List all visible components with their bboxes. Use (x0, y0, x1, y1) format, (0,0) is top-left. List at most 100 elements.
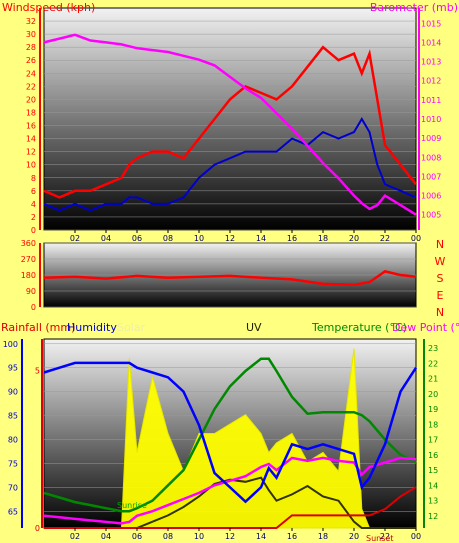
direction-ticks: 0 90 180 270 360 (21, 239, 41, 312)
wind-ytick-label: 14 (26, 135, 36, 144)
wind-ylabel: Windspeed (kph) (2, 1, 95, 14)
humidity-ytick-label: 100 (3, 340, 18, 349)
humidity-ytick-label: 70 (8, 483, 18, 492)
direction-ytick-label: 90 (26, 287, 36, 296)
direction-ytick-label: 270 (21, 255, 36, 264)
direction-series (43, 270, 417, 287)
barometer-ytick-label: 1015 (421, 19, 441, 28)
weather-xtick-label: 06 (132, 532, 142, 541)
barometer-ytick-label: 1014 (421, 38, 441, 47)
barometer-ytick-label: 1009 (421, 134, 441, 143)
uv-label: UV (246, 321, 262, 334)
barometer-ytick-label: 1007 (421, 172, 441, 181)
humidity-ytick-label: 65 (8, 507, 18, 516)
barometer-ytick-label: 1011 (421, 96, 441, 105)
wind-xtick-label: 10 (194, 234, 204, 243)
compass-label: N (436, 306, 444, 319)
wind-gust-line (43, 45, 417, 199)
wind-ytick-label: 26 (26, 56, 36, 65)
weather-xtick-label: 14 (256, 532, 266, 541)
humidity-line (43, 361, 418, 504)
wind-panel: 0246810121416182022242628303210051006100… (2, 1, 458, 243)
compass-label: N (436, 238, 444, 251)
weather-xtick-label: 20 (349, 532, 359, 541)
weather-xtick-label: 22 (380, 532, 390, 541)
wind-ytick-label: 4 (31, 200, 36, 209)
direction-line (43, 270, 417, 287)
barometer-ytick-label: 1010 (421, 115, 441, 124)
humidity-ytick-label: 85 (8, 412, 18, 421)
wind-xtick-label: 06 (132, 234, 142, 243)
temperature-line (43, 357, 417, 513)
wind-xtick-label: 02 (70, 234, 80, 243)
wind-ytick-label: 24 (26, 69, 36, 78)
weather-xtick-label: 10 (194, 532, 204, 541)
direction-ytick-label: 0 (31, 303, 36, 312)
wind-xtick-label: 20 (349, 234, 359, 243)
rainfall-label: Rainfall (mm) (1, 321, 75, 334)
wind-ytick-label: 28 (26, 43, 36, 52)
wind-ytick-label: 10 (26, 161, 36, 170)
temperature-ytick-label: 16 (428, 451, 438, 460)
rainfall-ytick-label: 5 (35, 367, 40, 376)
weather-ticks: 6570758085909510005121314151617181920212… (3, 339, 438, 541)
barometer-ytick-label: 1006 (421, 192, 441, 201)
wind-xtick-label: 18 (318, 234, 328, 243)
weather-xtick-label: 12 (225, 532, 235, 541)
barometer-ytick-label: 1005 (421, 211, 441, 220)
wind-ytick-label: 20 (26, 95, 36, 104)
solar-label: Solar (117, 321, 146, 334)
wind-series (43, 33, 417, 216)
barometer-ytick-label: 1013 (421, 58, 441, 67)
sunrise-annotation: Sunrise (117, 501, 147, 510)
temperature-label: Temperature (°C) (311, 321, 407, 334)
sunset-annotation: Sunset (366, 534, 393, 543)
barometer-ytick-label: 1012 (421, 77, 441, 86)
weather-xtick-label: 00 (411, 532, 421, 541)
compass-label: W (435, 255, 446, 268)
weather-xtick-label: 18 (318, 532, 328, 541)
compass-label: S (437, 272, 444, 285)
temperature-ytick-label: 22 (428, 359, 438, 368)
humidity-label: Humidity (67, 321, 117, 334)
wind-ytick-label: 6 (31, 187, 36, 196)
humidity-ytick-label: 80 (8, 435, 18, 444)
humidity-ytick-label: 90 (8, 388, 18, 397)
temperature-ytick-label: 18 (428, 420, 438, 429)
temperature-ytick-label: 12 (428, 512, 438, 521)
wind-average-line (43, 117, 417, 212)
wind-xtick-label: 04 (101, 234, 111, 243)
rainfall-line (44, 486, 417, 529)
wind-ticks: 0246810121416182022242628303210051006100… (26, 8, 441, 243)
direction-grid (44, 242, 416, 308)
temperature-ytick-label: 13 (428, 497, 438, 506)
direction-ytick-label: 180 (21, 271, 36, 280)
wind-xtick-label: 08 (163, 234, 173, 243)
temperature-ytick-label: 19 (428, 405, 438, 414)
wind-xtick-label: 14 (256, 234, 266, 243)
temperature-ytick-label: 17 (428, 436, 438, 445)
temperature-ytick-label: 20 (428, 390, 438, 399)
wind-ytick-label: 2 (31, 213, 36, 222)
wind-xtick-label: 00 (411, 234, 421, 243)
wind-ytick-label: 30 (26, 30, 36, 39)
weather-xtick-label: 04 (101, 532, 111, 541)
wind-ytick-label: 8 (31, 174, 36, 183)
temperature-ytick-label: 21 (428, 375, 438, 384)
weather-xtick-label: 16 (287, 532, 297, 541)
temperature-ytick-label: 15 (428, 466, 438, 475)
humidity-ytick-label: 95 (8, 364, 18, 373)
temperature-ytick-label: 14 (428, 481, 438, 490)
wind-ytick-label: 18 (26, 108, 36, 117)
wind-ytick-label: 32 (26, 17, 36, 26)
wind-xtick-label: 16 (287, 234, 297, 243)
wind-ytick-label: 22 (26, 82, 36, 91)
rainfall-ytick-label: 0 (35, 524, 40, 533)
compass-label: E (437, 289, 444, 302)
weather-series (43, 348, 418, 529)
weather-xtick-label: 08 (163, 532, 173, 541)
temperature-ytick-label: 23 (428, 344, 438, 353)
wind-xtick-label: 12 (225, 234, 235, 243)
barometer-ylabel: Barometer (mb) (370, 1, 458, 14)
